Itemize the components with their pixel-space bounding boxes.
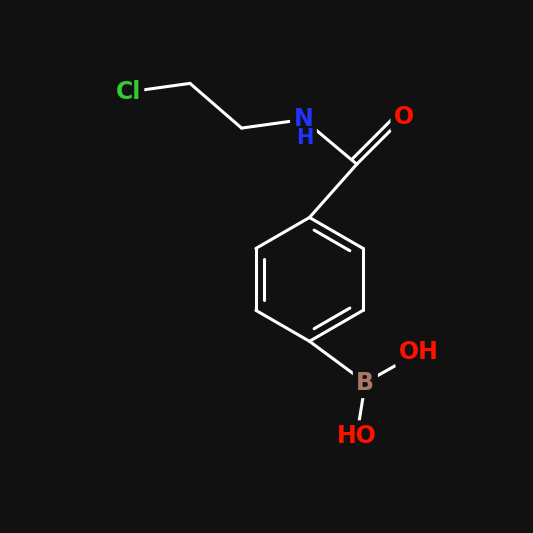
Text: O: O (394, 105, 414, 129)
Text: HO: HO (337, 424, 377, 448)
Text: H: H (296, 128, 313, 148)
Text: B: B (357, 370, 374, 394)
Text: Cl: Cl (116, 80, 141, 104)
Text: OH: OH (399, 341, 439, 365)
Text: N: N (294, 108, 313, 132)
